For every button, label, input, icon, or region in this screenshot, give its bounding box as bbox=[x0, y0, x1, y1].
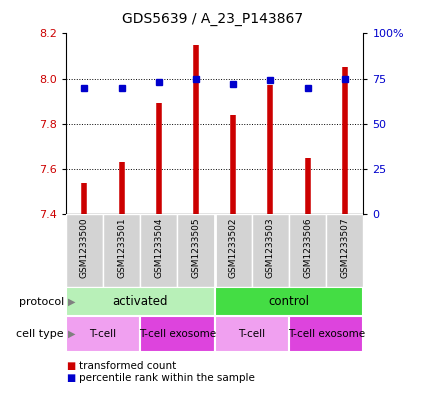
Text: T-cell: T-cell bbox=[238, 329, 265, 339]
Bar bbox=[66, 287, 215, 316]
Text: GSM1233503: GSM1233503 bbox=[266, 218, 275, 279]
Text: GSM1233504: GSM1233504 bbox=[154, 218, 163, 278]
Text: T-cell exosome: T-cell exosome bbox=[288, 329, 365, 339]
Bar bbox=[215, 214, 252, 287]
Bar bbox=[252, 214, 289, 287]
Text: GSM1233502: GSM1233502 bbox=[229, 218, 238, 278]
Bar bbox=[140, 316, 215, 352]
Bar bbox=[215, 287, 363, 316]
Text: T-cell: T-cell bbox=[90, 329, 116, 339]
Text: percentile rank within the sample: percentile rank within the sample bbox=[79, 373, 255, 383]
Text: activated: activated bbox=[113, 295, 168, 308]
Bar bbox=[289, 316, 363, 352]
Text: control: control bbox=[269, 295, 309, 308]
Text: ▶: ▶ bbox=[68, 297, 76, 307]
Bar bbox=[215, 316, 289, 352]
Text: T-cell exosome: T-cell exosome bbox=[139, 329, 216, 339]
Bar bbox=[66, 316, 140, 352]
Text: GSM1233507: GSM1233507 bbox=[340, 218, 349, 279]
Bar bbox=[103, 214, 140, 287]
Text: GSM1233506: GSM1233506 bbox=[303, 218, 312, 279]
Bar bbox=[326, 214, 363, 287]
Text: transformed count: transformed count bbox=[79, 361, 176, 371]
Text: GSM1233500: GSM1233500 bbox=[80, 218, 89, 279]
Text: GSM1233505: GSM1233505 bbox=[192, 218, 201, 279]
Text: ■: ■ bbox=[66, 373, 75, 383]
Text: protocol: protocol bbox=[19, 297, 64, 307]
Text: cell type: cell type bbox=[16, 329, 64, 339]
Text: ■: ■ bbox=[66, 361, 75, 371]
Text: GSM1233501: GSM1233501 bbox=[117, 218, 126, 279]
Bar bbox=[140, 214, 178, 287]
Text: ▶: ▶ bbox=[68, 329, 76, 339]
Bar bbox=[66, 214, 103, 287]
Text: GDS5639 / A_23_P143867: GDS5639 / A_23_P143867 bbox=[122, 12, 303, 26]
Bar bbox=[289, 214, 326, 287]
Bar bbox=[178, 214, 215, 287]
